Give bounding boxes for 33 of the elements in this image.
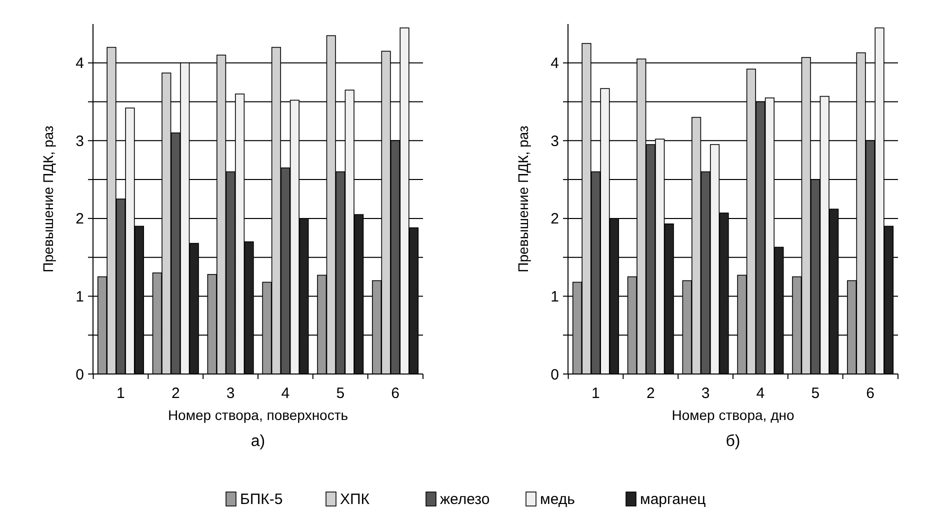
- y-tick-label: 0: [550, 366, 559, 384]
- x-tick-label: 3: [226, 385, 235, 402]
- x-tick-label: 4: [756, 385, 765, 402]
- y-tick-label: 2: [550, 210, 559, 228]
- text: а): [250, 433, 266, 450]
- x-axis-title: Номер створа, дно: [672, 407, 794, 423]
- y-tick-label: 2: [76, 210, 84, 228]
- text: б): [726, 433, 740, 450]
- y-tick-label: 4: [76, 55, 84, 72]
- legend-label: марганец: [640, 491, 706, 508]
- y-tick-label: 3: [76, 132, 84, 150]
- x-tick-label: 2: [171, 385, 180, 402]
- x-tick-label: 4: [281, 385, 290, 402]
- legend-label: медь: [540, 491, 576, 508]
- x-tick-label: 5: [811, 385, 820, 402]
- legend-label: БПК-5: [240, 491, 283, 508]
- y-tick-label: 0: [76, 366, 84, 384]
- x-tick-label: 3: [701, 385, 710, 402]
- y-tick-label: 1: [550, 288, 559, 306]
- y-tick-label: 3: [550, 132, 559, 150]
- legend-label: ХПК: [340, 491, 370, 508]
- legend-label: железо: [440, 491, 490, 508]
- x-tick-label: 6: [866, 385, 874, 402]
- y-axis-title: Превышение ПДК, раз: [40, 126, 56, 272]
- y-tick-label: 4: [550, 55, 559, 72]
- x-tick-label: 1: [116, 385, 125, 402]
- x-tick-label: 2: [646, 385, 655, 402]
- x-tick-label: 1: [592, 385, 600, 402]
- y-axis-title: Превышение ПДК, раз: [515, 126, 531, 272]
- x-axis-title: Номер створа, поверхность: [168, 407, 348, 423]
- x-tick-label: 5: [336, 385, 345, 402]
- x-tick-label: 6: [391, 385, 400, 402]
- y-tick-label: 1: [76, 288, 84, 306]
